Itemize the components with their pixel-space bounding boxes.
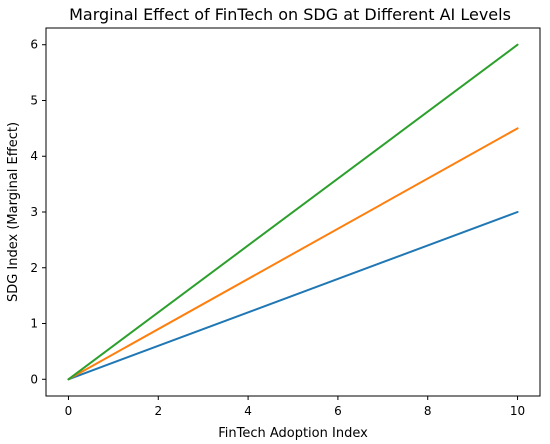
- y-tick-label: 2: [30, 261, 38, 275]
- series-line-3: [67, 43, 519, 381]
- series-layer: [67, 43, 519, 381]
- y-tick-label: 3: [30, 205, 38, 219]
- x-tick-label: 2: [154, 404, 162, 418]
- y-tick-label: 5: [30, 93, 38, 107]
- x-tick-label: 10: [510, 404, 525, 418]
- y-axis-label: SDG Index (Marginal Effect): [6, 122, 21, 302]
- x-tick-label: 8: [424, 404, 432, 418]
- x-axis-label: FinTech Adoption Index: [218, 426, 368, 441]
- y-tick-label: 1: [30, 317, 38, 331]
- x-tick-label: 4: [244, 404, 252, 418]
- series-line-1: [67, 211, 519, 381]
- x-tick-label: 0: [65, 404, 73, 418]
- chart-title: Marginal Effect of FinTech on SDG at Dif…: [69, 5, 511, 24]
- y-tick-label: 0: [30, 372, 38, 386]
- y-tick-label: 4: [30, 149, 38, 163]
- x-axis: 0 2 4 6 8 10: [65, 396, 525, 418]
- y-axis: 0 1 2 3 4 5 6: [30, 38, 46, 386]
- y-tick-label: 6: [30, 38, 38, 52]
- x-tick-label: 6: [334, 404, 342, 418]
- series-line-2: [67, 127, 519, 381]
